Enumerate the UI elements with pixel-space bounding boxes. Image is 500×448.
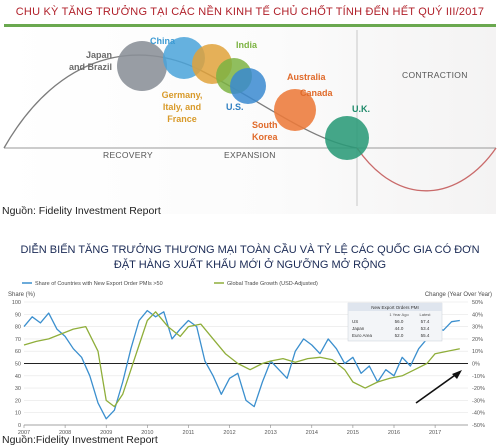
right-tick-label: -50% <box>472 423 485 429</box>
x-tick-label: 2009 <box>100 430 112 435</box>
x-tick-label: 2015 <box>347 430 359 435</box>
right-tick-label: -40% <box>472 411 485 417</box>
right-tick-label: -30% <box>472 398 485 404</box>
left-tick-label: 20 <box>15 398 21 404</box>
x-tick-label: 2007 <box>18 430 30 435</box>
inset-row-0-prev: 56.0 <box>395 319 404 324</box>
cycle-title: CHU KỲ TĂNG TRƯỞNG TẠI CÁC NỀN KINH TẾ C… <box>15 6 485 18</box>
left-tick-label: 30 <box>15 386 21 392</box>
phase-contraction: CONTRACTION <box>402 70 468 80</box>
trend-arrow-head <box>452 370 462 379</box>
right-axis-label: Change (Year Over Year) <box>425 292 492 298</box>
label-us: U.S. <box>226 102 244 112</box>
left-tick-label: 80 <box>15 325 21 331</box>
x-tick-label: 2014 <box>306 430 318 435</box>
cycle-curve-down <box>356 147 497 192</box>
series-line-1 <box>23 311 460 408</box>
right-tick-label: 50% <box>472 300 483 306</box>
inset-row-1-prev: 44.0 <box>395 326 404 331</box>
left-tick-label: 50 <box>15 362 21 368</box>
left-tick-label: 40 <box>15 374 21 380</box>
left-tick-label: 90 <box>15 312 21 318</box>
inset-col-2: Latest <box>420 312 432 317</box>
legend-label-pmi: Share of Countries with New Export Order… <box>35 281 163 287</box>
left-tick-label: 60 <box>15 349 21 355</box>
x-tick-label: 2010 <box>141 430 153 435</box>
trade-chart: Share of Countries with New Export Order… <box>0 275 500 435</box>
cycle-background <box>4 24 496 214</box>
right-tick-label: -20% <box>472 386 485 392</box>
inset-row-2-latest: 55.4 <box>421 333 430 338</box>
bubble-australia <box>274 89 316 131</box>
cycle-source: Nguồn: Fidelity Investment Report <box>2 205 161 217</box>
legend-label-trade: Global Trade Growth (USD-Adjusted) <box>227 281 318 287</box>
phase-recovery: RECOVERY <box>103 150 153 160</box>
series-line-0 <box>23 309 460 420</box>
left-tick-label: 100 <box>12 300 21 306</box>
left-axis-label: Share (%) <box>8 292 35 298</box>
cycle-diagram: Japan and Brazil China Germany, Italy, and… <box>3 24 497 214</box>
label-germany: Germany, Italy, and France <box>162 90 203 124</box>
x-tick-label: 2013 <box>265 430 277 435</box>
inset-header-bg <box>348 303 442 311</box>
left-tick-label: 0 <box>18 423 21 429</box>
left-tick-label: 70 <box>15 337 21 343</box>
trade-source: Nguồn:Fidelity Investment Report <box>2 434 158 446</box>
inset-row-0-name: US <box>352 319 358 324</box>
bubble-japan-brazil <box>117 41 167 91</box>
x-tick-label: 2012 <box>223 430 235 435</box>
inset-row-2-name: Euro Area <box>352 333 373 338</box>
trend-arrow-line <box>415 372 459 404</box>
inset-row-2-prev: 52.0 <box>395 333 404 338</box>
label-south-korea: South Korea <box>252 120 279 142</box>
bubble-uk <box>325 116 369 160</box>
cycle-panel: CHU KỲ TĂNG TRƯỞNG TẠI CÁC NỀN KINH TẾ C… <box>0 0 500 218</box>
left-tick-label: 10 <box>15 411 21 417</box>
top-border <box>4 24 496 27</box>
inset-row-0-latest: 57.4 <box>421 319 430 324</box>
label-india: India <box>236 40 258 50</box>
label-australia: Australia Canada <box>287 72 334 98</box>
right-tick-label: 30% <box>472 325 483 331</box>
legend: Share of Countries with New Export Order… <box>22 281 318 287</box>
x-tick-label: 2016 <box>388 430 400 435</box>
label-uk: U.K. <box>352 104 370 114</box>
x-tick-label: 2017 <box>429 430 441 435</box>
inset-row-1-name: Japan <box>352 326 365 331</box>
right-tick-label: 40% <box>472 312 483 318</box>
phase-expansion: EXPANSION <box>224 150 276 160</box>
inset-row-1-latest: 53.4 <box>421 326 430 331</box>
right-tick-label: 10% <box>472 349 483 355</box>
right-tick-label: 20% <box>472 337 483 343</box>
bubble-us <box>230 68 266 104</box>
inset-header: New Export Orders PMI <box>371 305 419 310</box>
inset-table: New Export Orders PMI 1 Year Ago Latest … <box>347 302 443 342</box>
right-tick-label: 0% <box>472 362 480 368</box>
trend-arrow <box>415 370 462 404</box>
inset-col-1: 1 Year Ago <box>389 312 409 317</box>
trade-title: DIỄN BIẾN TĂNG TRƯỞNG THƯƠNG MẠI TOÀN CẦ… <box>20 244 480 271</box>
x-tick-label: 2011 <box>183 430 195 435</box>
right-tick-label: -10% <box>472 374 485 380</box>
label-japan: Japan and Brazil <box>69 50 112 72</box>
x-tick-label: 2008 <box>59 430 71 435</box>
label-china: China <box>150 36 176 46</box>
